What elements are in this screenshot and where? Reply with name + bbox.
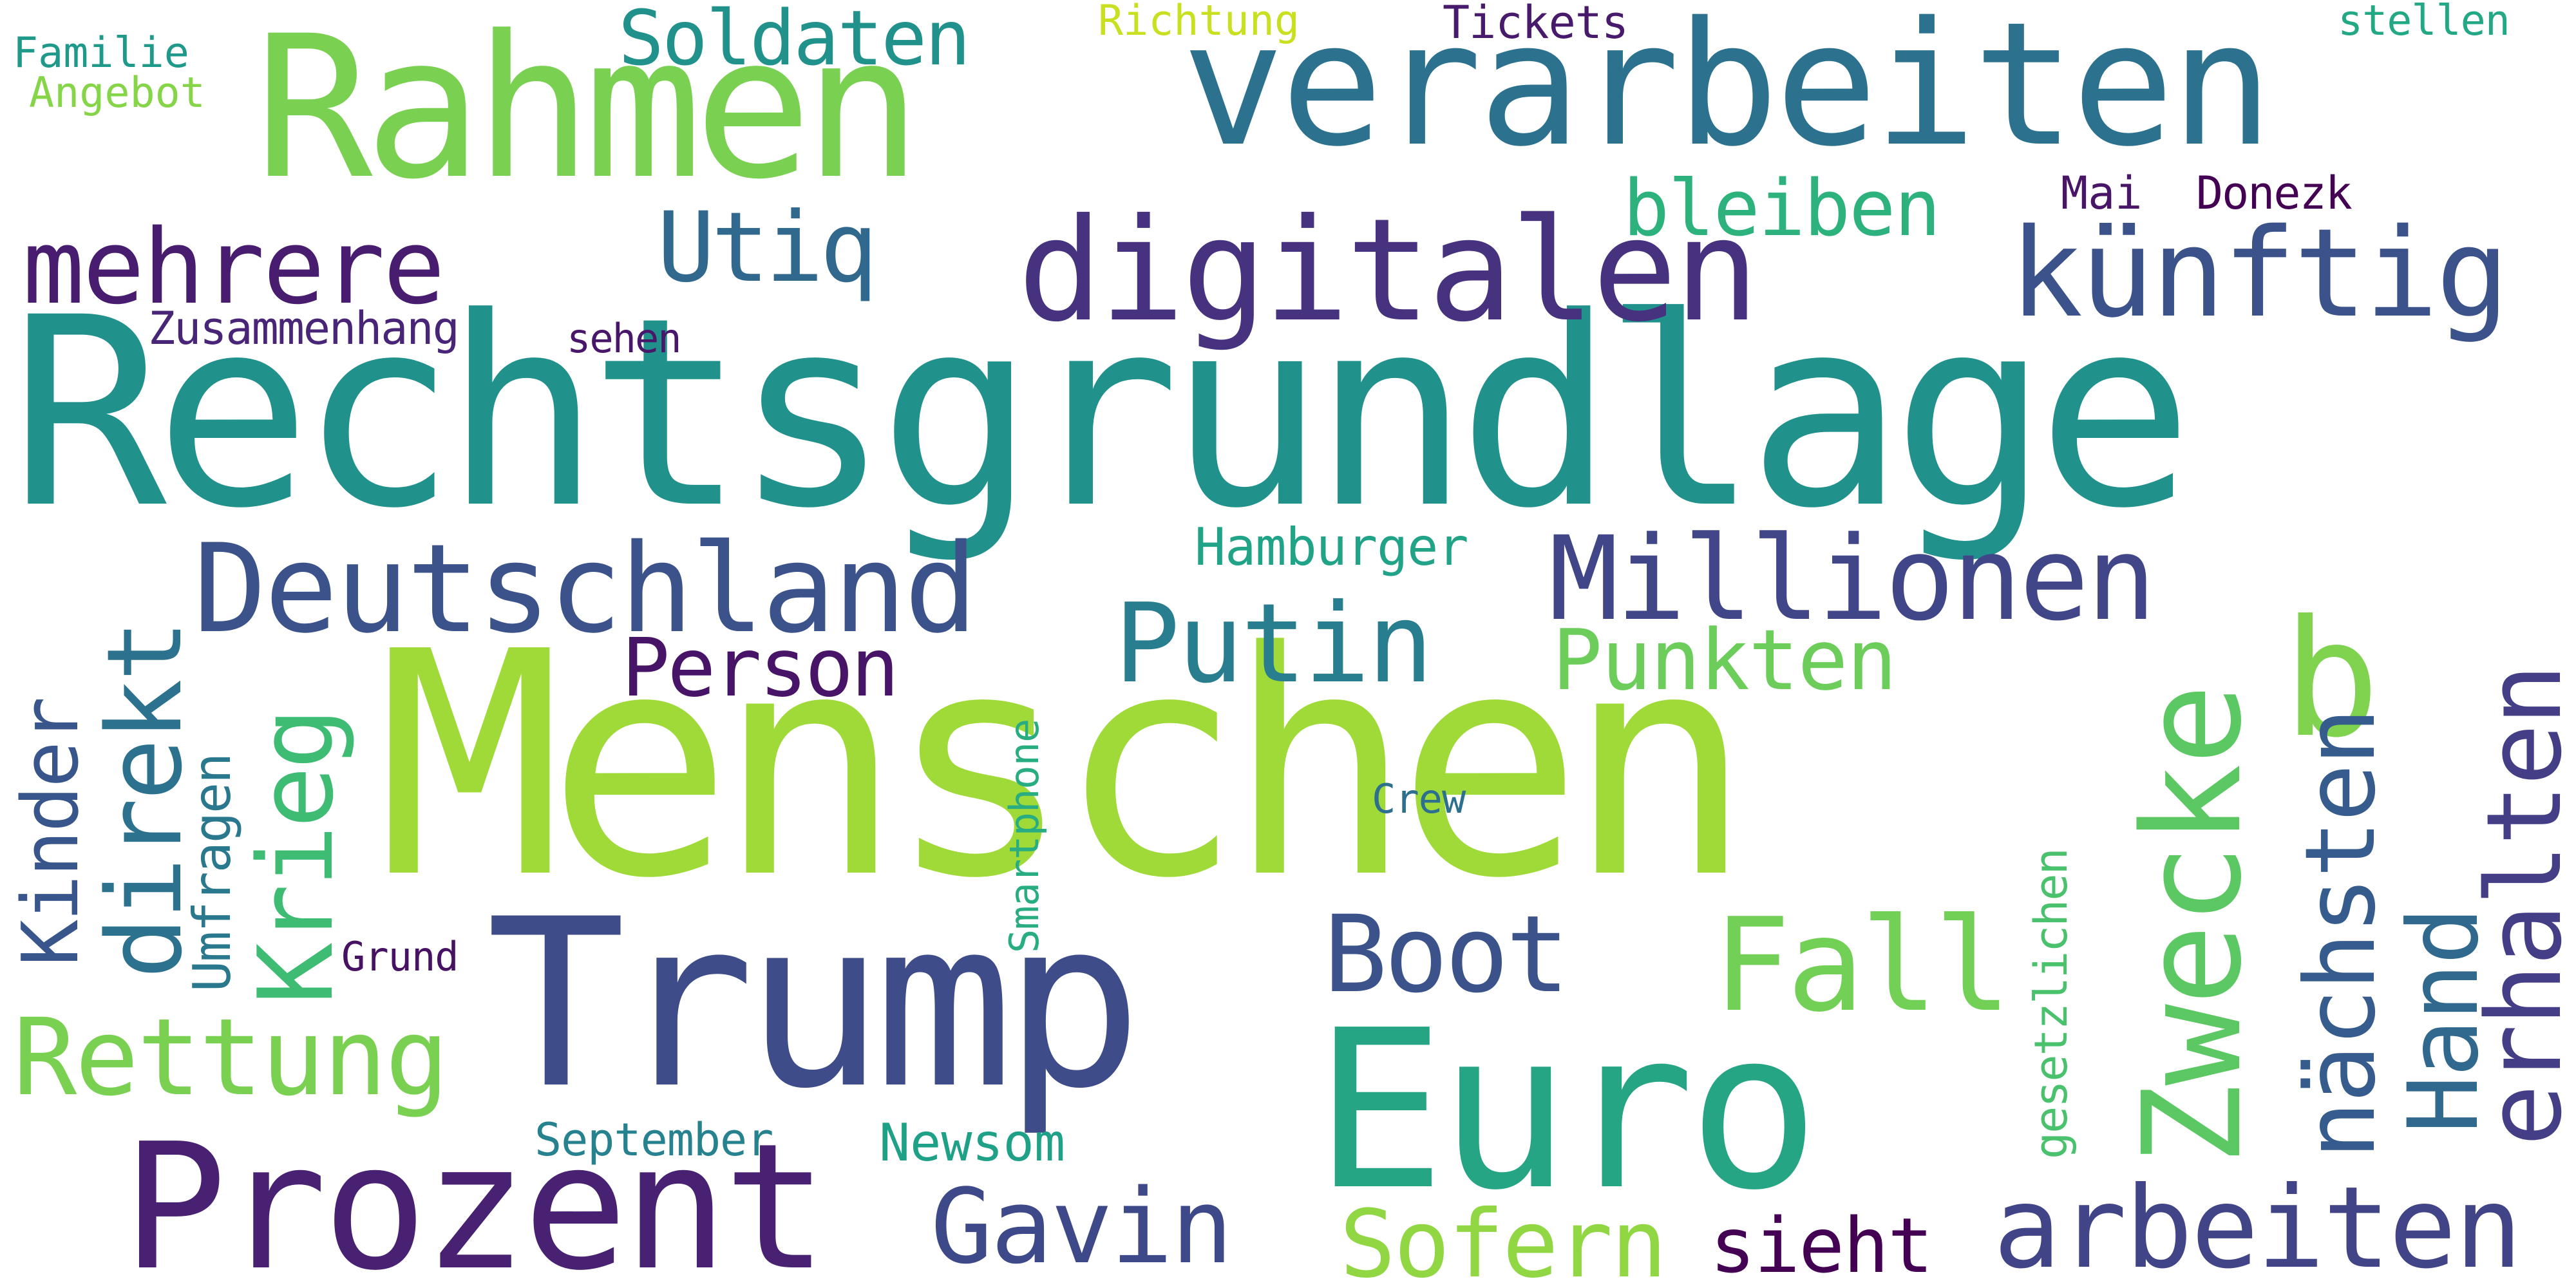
word-stellen: stellen [2338,0,2510,45]
word-direkt: direkt [84,622,205,979]
word-september: September [535,1113,773,1166]
word-krieg: Krieg [236,710,356,1005]
word-digitalen: digitalen [1018,188,1759,353]
word-soldaten: Soldaten [618,0,971,82]
word-bleiben: bleiben [1623,164,1941,254]
word-zusammenhang: Zusammenhang [148,302,460,355]
word-rechtsgrundlage: Rechtsgrundlage [10,261,2193,565]
word-sieht: sieht [1710,1201,1933,1288]
word-grund: Grund [341,933,459,980]
word-euro: Euro [1314,983,1820,1238]
word-millionen: Millionen [1549,512,2156,647]
word-putin: Putin [1114,580,1434,708]
word-mehrere: mehrere [23,207,445,327]
word-gavin: Gavin [931,1166,1233,1287]
word-rahmen: Rahmen [254,0,922,222]
word-angebot: Angebot [29,69,205,117]
word-kunftig: künftig [2009,202,2510,345]
word-utiq: Utiq [657,192,878,304]
word-tickets: Tickets [1443,0,1629,49]
word-hand: Hand [2388,908,2500,1133]
word-trump: Trump [486,869,1143,1139]
word-nachsten: nächsten [2285,709,2397,1159]
word-crew: Crew [1372,775,1466,822]
word-menschen: Menschen [377,586,1753,946]
word-umfragen: Umfragen [182,753,242,992]
word-sofern: Sofern [1340,1190,1667,1288]
word-punkten: Punkten [1552,611,1897,709]
word-hamburger: Hamburger [1195,517,1468,577]
word-familie: Familie [13,29,189,77]
word-prozent: Prozent [122,1106,828,1288]
word-zwecke: Zwecke [2114,685,2271,1166]
word-donezk: Donezk [2196,167,2353,220]
word-boot: Boot [1323,893,1569,1016]
word-smartphone: Smartphone [1001,719,1048,953]
word-kinder: Kinder [6,698,96,966]
word-fall: Fall [1713,891,2012,1041]
word-b: b [2283,585,2380,773]
word-newsom: Newsom [879,1113,1065,1173]
word-richtung: Richtung [1098,0,1300,45]
word-deutschland: Deutschland [193,518,978,660]
word-person: Person [621,621,900,715]
word-gesetzlichen: gesetzlichen [2025,849,2078,1159]
word-rettung: Rettung [13,996,449,1119]
word-sehen: sehen [567,315,682,362]
word-mai: Mai [2061,167,2143,220]
word-verarbeiten: verarbeiten [1182,0,2273,184]
word-arbeiten: arbeiten [1993,1163,2523,1288]
